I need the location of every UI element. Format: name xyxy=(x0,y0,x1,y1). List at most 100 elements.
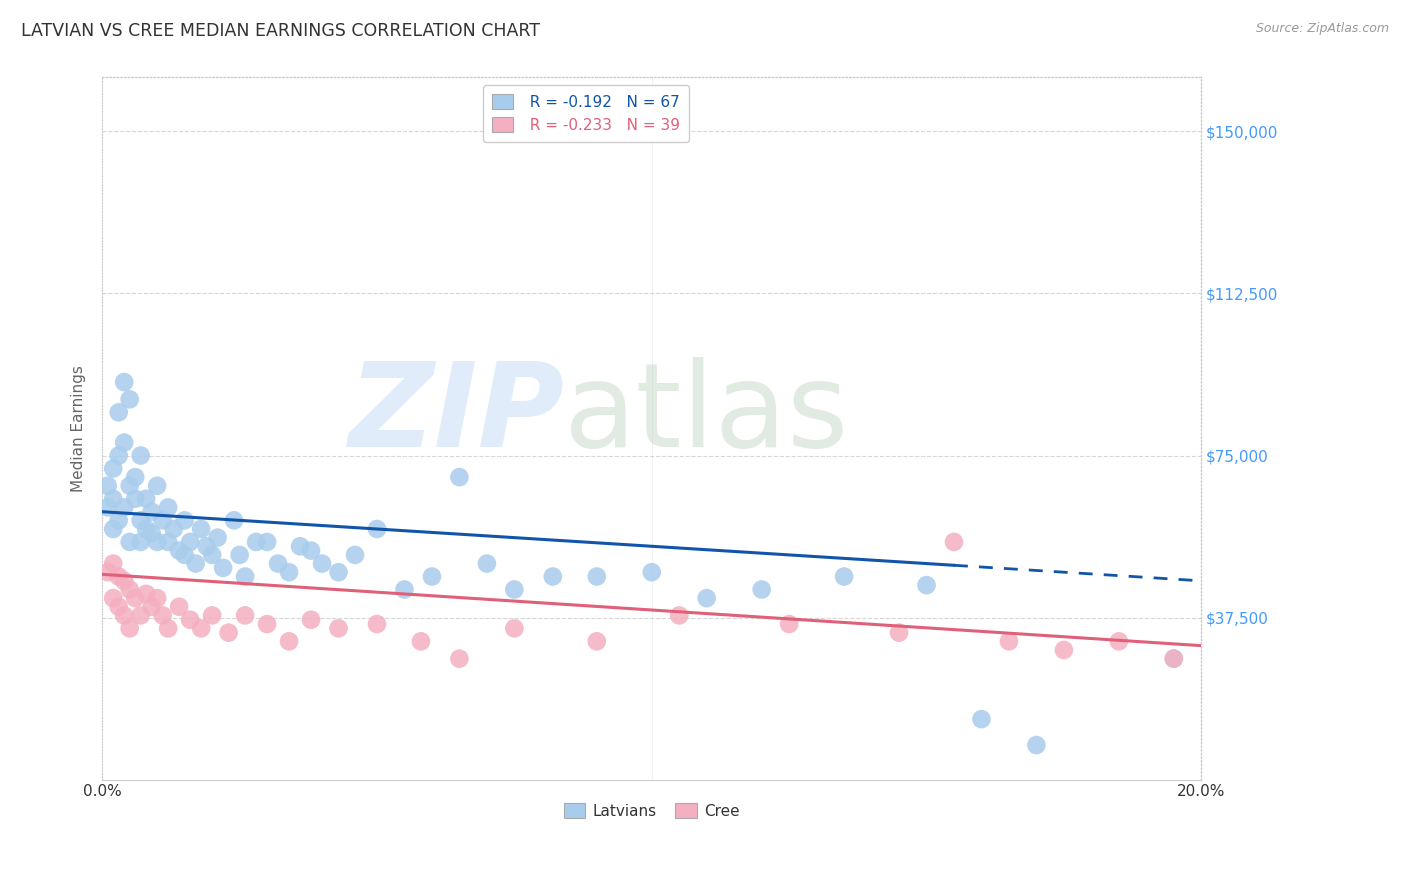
Point xyxy=(173,513,195,527)
Point xyxy=(124,591,146,606)
Point xyxy=(146,535,169,549)
Point xyxy=(190,522,212,536)
Point xyxy=(152,513,174,527)
Point xyxy=(103,522,125,536)
Point xyxy=(129,449,152,463)
Point xyxy=(585,569,607,583)
Point xyxy=(998,634,1021,648)
Text: LATVIAN VS CREE MEDIAN EARNINGS CORRELATION CHART: LATVIAN VS CREE MEDIAN EARNINGS CORRELAT… xyxy=(21,22,540,40)
Point xyxy=(212,561,235,575)
Point xyxy=(103,591,125,606)
Point xyxy=(1163,651,1185,665)
Point xyxy=(503,582,526,597)
Text: atlas: atlas xyxy=(564,357,849,472)
Point xyxy=(751,582,773,597)
Point xyxy=(97,479,120,493)
Point xyxy=(118,392,141,407)
Point xyxy=(311,557,333,571)
Point xyxy=(207,531,229,545)
Point xyxy=(1108,634,1130,648)
Point xyxy=(278,565,301,579)
Point xyxy=(118,535,141,549)
Point xyxy=(449,470,471,484)
Point xyxy=(224,513,246,527)
Point xyxy=(585,634,607,648)
Point xyxy=(97,500,120,515)
Point xyxy=(179,613,201,627)
Point xyxy=(157,500,180,515)
Point xyxy=(267,557,290,571)
Point xyxy=(118,621,141,635)
Point xyxy=(943,535,966,549)
Point xyxy=(394,582,416,597)
Point xyxy=(118,582,141,597)
Point xyxy=(233,608,256,623)
Point xyxy=(107,513,129,527)
Point xyxy=(152,608,174,623)
Point xyxy=(157,535,180,549)
Point xyxy=(195,539,218,553)
Point xyxy=(141,505,163,519)
Point xyxy=(288,539,311,553)
Point xyxy=(167,543,190,558)
Point xyxy=(167,599,190,614)
Point xyxy=(778,617,800,632)
Point xyxy=(124,491,146,506)
Point xyxy=(328,565,350,579)
Point xyxy=(112,500,135,515)
Point xyxy=(129,513,152,527)
Point xyxy=(135,522,157,536)
Point xyxy=(299,613,322,627)
Point xyxy=(343,548,366,562)
Point xyxy=(409,634,432,648)
Point xyxy=(641,565,664,579)
Point xyxy=(163,522,186,536)
Point xyxy=(366,617,388,632)
Point xyxy=(179,535,201,549)
Point xyxy=(107,405,129,419)
Point xyxy=(112,375,135,389)
Point xyxy=(97,565,120,579)
Point xyxy=(107,599,129,614)
Point xyxy=(420,569,443,583)
Point xyxy=(970,712,993,726)
Point xyxy=(1163,651,1185,665)
Point xyxy=(218,625,240,640)
Point xyxy=(107,449,129,463)
Point xyxy=(668,608,690,623)
Point xyxy=(157,621,180,635)
Text: Source: ZipAtlas.com: Source: ZipAtlas.com xyxy=(1256,22,1389,36)
Point xyxy=(118,479,141,493)
Point xyxy=(135,491,157,506)
Point xyxy=(129,535,152,549)
Point xyxy=(256,617,278,632)
Point xyxy=(475,557,498,571)
Point xyxy=(201,608,224,623)
Point xyxy=(173,548,195,562)
Point xyxy=(201,548,224,562)
Point xyxy=(832,569,855,583)
Point xyxy=(103,491,125,506)
Point xyxy=(112,608,135,623)
Point xyxy=(449,651,471,665)
Point xyxy=(124,470,146,484)
Point xyxy=(103,461,125,475)
Point xyxy=(103,557,125,571)
Legend: Latvians, Cree: Latvians, Cree xyxy=(558,797,747,824)
Point xyxy=(146,591,169,606)
Point xyxy=(256,535,278,549)
Point xyxy=(107,569,129,583)
Point xyxy=(328,621,350,635)
Point xyxy=(541,569,564,583)
Point xyxy=(503,621,526,635)
Point xyxy=(366,522,388,536)
Point xyxy=(915,578,938,592)
Point xyxy=(184,557,207,571)
Point xyxy=(696,591,718,606)
Point xyxy=(112,435,135,450)
Text: ZIP: ZIP xyxy=(347,357,564,472)
Point xyxy=(135,587,157,601)
Point xyxy=(278,634,301,648)
Point xyxy=(245,535,267,549)
Y-axis label: Median Earnings: Median Earnings xyxy=(72,365,86,492)
